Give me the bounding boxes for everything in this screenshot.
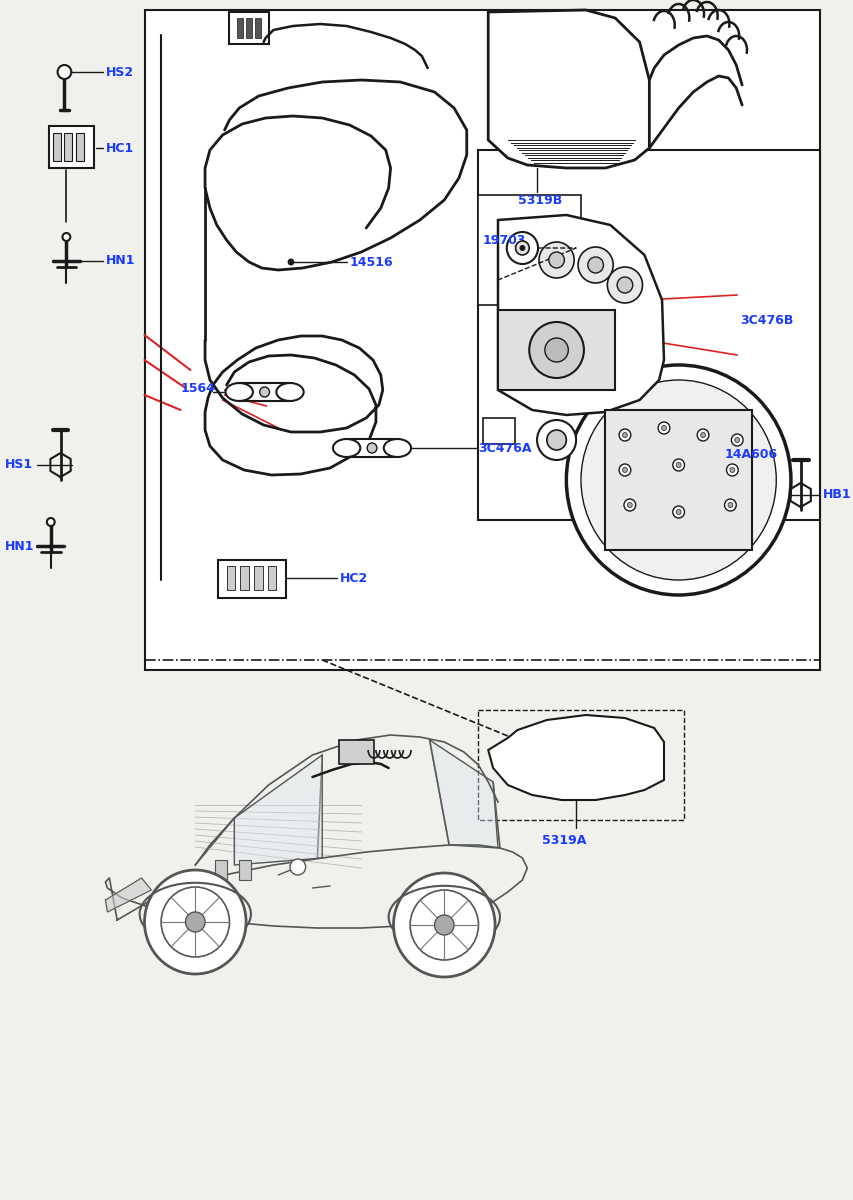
Polygon shape: [488, 10, 648, 168]
Circle shape: [434, 914, 454, 935]
Circle shape: [367, 443, 376, 452]
Text: 19703: 19703: [482, 234, 525, 246]
Text: HS1: HS1: [5, 458, 33, 472]
Circle shape: [622, 432, 627, 438]
Circle shape: [729, 468, 734, 473]
Bar: [64, 133, 73, 161]
Circle shape: [566, 365, 790, 595]
Bar: [254, 18, 260, 38]
Circle shape: [537, 420, 576, 460]
Circle shape: [587, 257, 603, 272]
Circle shape: [144, 870, 246, 974]
Circle shape: [290, 859, 305, 875]
Bar: [497, 310, 614, 390]
Bar: [49, 126, 94, 168]
Circle shape: [606, 266, 641, 302]
Bar: [478, 194, 580, 305]
Text: scuderia: scuderia: [276, 552, 556, 608]
Circle shape: [723, 499, 735, 511]
Circle shape: [519, 245, 525, 251]
Circle shape: [529, 322, 583, 378]
Circle shape: [696, 428, 708, 440]
Text: 3C476A: 3C476A: [478, 442, 531, 455]
Bar: [267, 566, 276, 590]
Circle shape: [546, 430, 566, 450]
Circle shape: [538, 242, 573, 278]
Text: car  parts: car parts: [344, 606, 490, 635]
Circle shape: [730, 434, 742, 446]
Circle shape: [161, 887, 229, 958]
Text: HB1: HB1: [822, 488, 850, 502]
Ellipse shape: [333, 439, 360, 457]
Circle shape: [62, 233, 70, 241]
Circle shape: [676, 510, 681, 515]
Bar: [229, 12, 268, 44]
Circle shape: [618, 428, 630, 440]
Circle shape: [672, 458, 684, 470]
Circle shape: [409, 890, 478, 960]
Circle shape: [617, 277, 632, 293]
Circle shape: [544, 338, 567, 362]
Bar: [478, 150, 819, 520]
Circle shape: [259, 386, 270, 397]
Bar: [226, 566, 235, 590]
Ellipse shape: [225, 383, 252, 401]
Text: 1564: 1564: [181, 382, 215, 395]
Circle shape: [661, 426, 665, 431]
Circle shape: [618, 464, 630, 476]
Circle shape: [548, 252, 564, 268]
Ellipse shape: [276, 383, 304, 401]
Bar: [53, 133, 61, 161]
Text: HN1: HN1: [105, 254, 135, 268]
Circle shape: [577, 247, 612, 283]
Ellipse shape: [383, 439, 410, 457]
Text: 5319B: 5319B: [517, 193, 561, 206]
Text: 14A606: 14A606: [723, 449, 777, 462]
Circle shape: [506, 232, 537, 264]
Circle shape: [727, 503, 732, 508]
Bar: [215, 860, 226, 880]
Circle shape: [627, 503, 631, 508]
Circle shape: [287, 258, 294, 265]
Circle shape: [734, 438, 739, 443]
Circle shape: [57, 65, 71, 79]
Bar: [218, 560, 286, 598]
Bar: [339, 740, 374, 764]
Polygon shape: [429, 740, 497, 848]
Circle shape: [393, 874, 495, 977]
Bar: [346, 439, 397, 457]
Text: 3C476B: 3C476B: [740, 313, 792, 326]
Bar: [144, 10, 819, 670]
Polygon shape: [497, 215, 664, 415]
Circle shape: [47, 518, 55, 526]
Text: 14516: 14516: [349, 256, 392, 269]
Bar: [237, 18, 243, 38]
Bar: [246, 18, 252, 38]
Text: HS2: HS2: [105, 66, 133, 78]
Circle shape: [658, 422, 669, 434]
Circle shape: [699, 432, 705, 438]
Circle shape: [515, 241, 529, 254]
Bar: [239, 860, 251, 880]
Circle shape: [676, 462, 681, 468]
Circle shape: [622, 468, 627, 473]
Bar: [240, 566, 249, 590]
Text: HC1: HC1: [105, 142, 134, 155]
Bar: [483, 418, 514, 444]
Bar: [76, 133, 84, 161]
Text: HC2: HC2: [339, 571, 368, 584]
Circle shape: [672, 506, 684, 518]
Polygon shape: [105, 878, 151, 912]
Circle shape: [185, 912, 205, 932]
Circle shape: [624, 499, 635, 511]
Circle shape: [580, 380, 775, 580]
Bar: [605, 410, 751, 550]
Polygon shape: [488, 715, 664, 800]
Text: HN1: HN1: [5, 540, 34, 552]
Text: 5319A: 5319A: [542, 834, 586, 846]
Polygon shape: [234, 755, 322, 865]
Circle shape: [726, 464, 737, 476]
Bar: [253, 566, 263, 590]
Bar: [239, 383, 290, 401]
